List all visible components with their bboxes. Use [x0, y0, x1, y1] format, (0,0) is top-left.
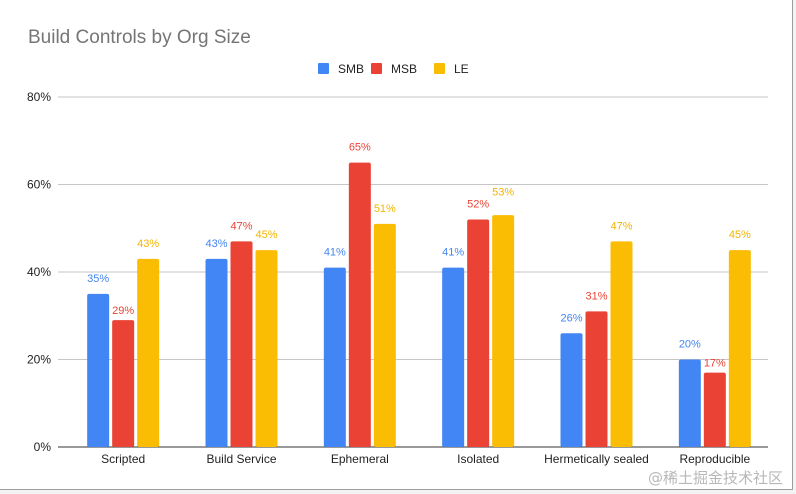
data-label: 43%	[137, 238, 159, 250]
data-label: 45%	[729, 229, 751, 241]
x-tick-label: Scripted	[101, 452, 145, 466]
bar-smb	[87, 293, 110, 447]
legend: SMB MSB LE	[318, 62, 469, 76]
x-axis-labels: Scripted Build Service Ephemeral Isolated He…	[101, 452, 750, 466]
bars: 35%29%43% 43%47%45%41%65%51%41%52%53%26%3…	[87, 142, 751, 447]
bar-le	[610, 241, 633, 447]
y-tick-label: 0%	[34, 440, 52, 454]
bar-msb	[230, 241, 253, 447]
bar-msb	[348, 162, 371, 447]
data-label: 26%	[560, 312, 582, 324]
bar-smb	[323, 267, 346, 447]
bar-msb	[585, 311, 608, 447]
data-label: 47%	[230, 220, 252, 232]
data-label: 45%	[255, 229, 277, 241]
chart-title: Build Controls by Org Size	[28, 27, 251, 48]
data-label: 20%	[679, 339, 701, 351]
legend-swatch	[371, 63, 382, 74]
x-tick-label: Build Service	[206, 452, 276, 466]
legend-label: LE	[454, 62, 469, 76]
data-label: 65%	[349, 142, 371, 154]
data-label: 51%	[374, 203, 396, 215]
x-tick-label: Hermetically sealed	[544, 452, 649, 466]
bar-msb	[703, 372, 726, 447]
x-tick-label: Isolated	[457, 452, 499, 466]
data-label: 41%	[324, 247, 346, 259]
bar-smb	[205, 258, 228, 447]
y-tick-label: 60%	[27, 178, 51, 192]
bar-smb	[442, 267, 465, 447]
x-tick-label: Reproducible	[679, 452, 750, 466]
bar-le	[492, 215, 515, 447]
data-label: 47%	[610, 220, 632, 232]
bar-smb	[560, 333, 583, 447]
bar-le	[137, 258, 160, 447]
watermark: @稀土掘金技术社区	[648, 469, 784, 487]
data-label: 29%	[112, 305, 134, 317]
legend-label: MSB	[391, 62, 417, 76]
legend-label: SMB	[338, 62, 364, 76]
data-label: 35%	[87, 273, 109, 285]
data-label: 31%	[585, 290, 607, 302]
data-label: 17%	[704, 358, 726, 370]
legend-swatch	[318, 63, 329, 74]
x-tick-label: Ephemeral	[331, 452, 389, 466]
bar-smb	[678, 359, 701, 447]
bar-msb	[467, 219, 490, 447]
bar-le	[373, 223, 396, 447]
data-label: 43%	[205, 238, 227, 250]
data-label: 41%	[442, 247, 464, 259]
data-label: 52%	[467, 199, 489, 211]
y-tick-label: 20%	[27, 353, 51, 367]
bar-le	[255, 250, 278, 447]
data-label: 53%	[492, 187, 514, 199]
y-tick-label: 80%	[27, 90, 51, 104]
bar-msb	[112, 320, 135, 447]
legend-swatch	[434, 63, 445, 74]
bar-le	[728, 250, 751, 447]
y-tick-label: 40%	[27, 265, 51, 279]
gridlines: 0% 20% 40% 60% 80%	[27, 90, 768, 454]
